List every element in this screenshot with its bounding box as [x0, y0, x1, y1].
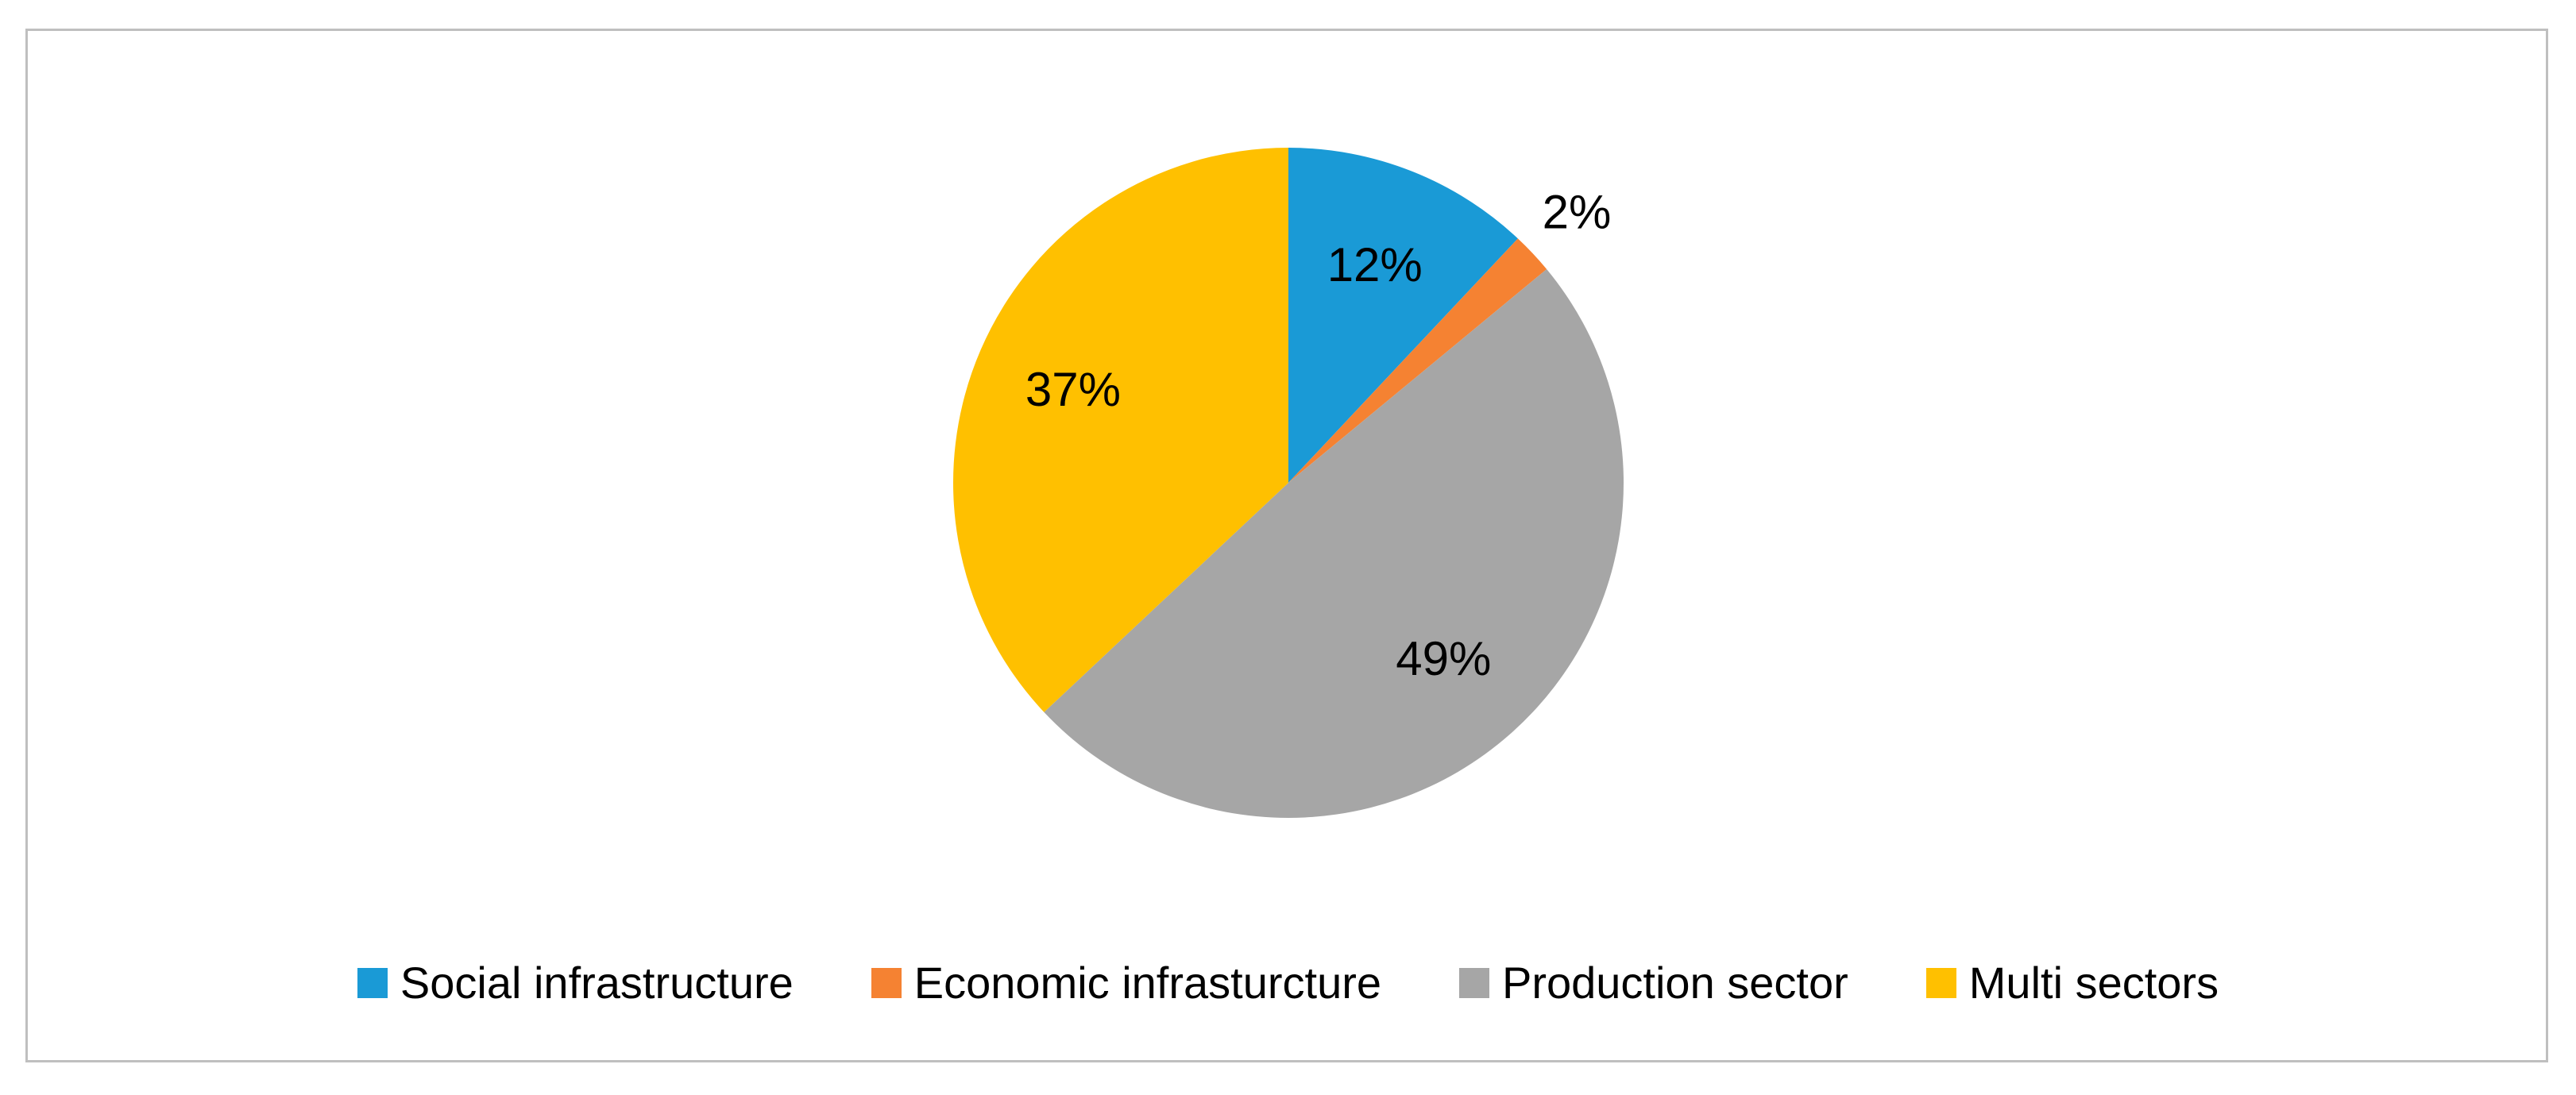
data-label-multi-sectors: 37%: [1025, 363, 1121, 416]
pie-slice-social-infrastructure: [1288, 148, 1518, 483]
legend-label-production-sector: Production sector: [1502, 958, 1848, 1008]
legend-swatch-social-infrastructure: [357, 967, 388, 998]
legend-label-social-infrastructure: Social infrastructure: [400, 958, 794, 1008]
legend-item-production-sector: Production sector: [1459, 957, 1848, 1008]
legend-item-social-infrastructure: Social infrastructure: [357, 957, 794, 1008]
legend: Social infrastructure Economic infrastur…: [0, 957, 2576, 1008]
legend-swatch-production-sector: [1459, 967, 1489, 998]
pie-slice-economic-infrasturcture: [1288, 238, 1547, 483]
legend-item-multi-sectors: Multi sectors: [1925, 957, 2219, 1008]
pie-slice-multi-sectors: [952, 148, 1288, 712]
data-label-economic-infrasturcture: 2%: [1543, 186, 1612, 239]
data-label-production-sector: 49%: [1396, 632, 1491, 685]
legend-swatch-economic-infrastructure: [871, 967, 902, 998]
legend-item-economic-infrastructure: Economic infrasturcture: [871, 957, 1381, 1008]
legend-label-economic-infrastructure: Economic infrasturcture: [913, 958, 1381, 1008]
pie-data-labels: 12% 2% 49% 37%: [1025, 186, 1612, 685]
legend-label-multi-sectors: Multi sectors: [1968, 958, 2219, 1008]
pie-slices: [952, 148, 1624, 819]
legend-swatch-multi-sectors: [1925, 967, 1956, 998]
data-label-social-infrastructure: 12%: [1327, 238, 1423, 291]
pie-slice-production-sector: [1044, 269, 1624, 819]
